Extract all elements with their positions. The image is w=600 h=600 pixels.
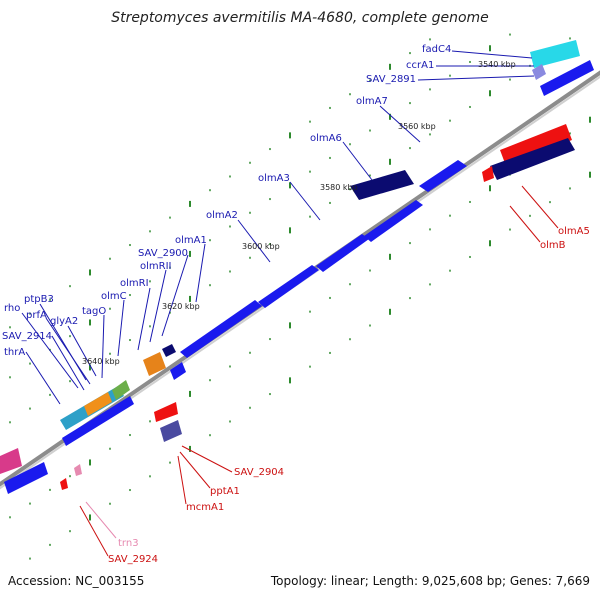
- gene-olmA6-arrow[interactable]: [364, 200, 423, 242]
- gene-left-magenta-block[interactable]: [0, 448, 22, 474]
- leader-olmA5: [521, 185, 559, 229]
- leader-olmC: [117, 299, 125, 357]
- leader-mcmA1: [177, 455, 187, 505]
- gene-left-blue-arrows[interactable]: [4, 462, 48, 494]
- label-sav2904[interactable]: SAV_2904: [234, 467, 284, 478]
- leader-tagO: [101, 314, 105, 379]
- scale-label-3620: 3620 kbp: [162, 302, 200, 311]
- gene-cluster-green-arrow[interactable]: [112, 380, 130, 400]
- label-olmA5[interactable]: olmA5: [558, 226, 590, 237]
- gene-small-dark-block[interactable]: [162, 344, 176, 357]
- leader-fadC4: [451, 50, 533, 59]
- label-rho[interactable]: rho: [4, 303, 20, 314]
- leader-pptA1: [179, 451, 211, 489]
- reverse-gene-labels: olmA5 olmB SAV_2904 pptA1 mcmA1 SAV_2924: [108, 226, 590, 565]
- gene-cluster-orange-arrow[interactable]: [84, 392, 112, 416]
- label-olmC[interactable]: olmC: [101, 291, 127, 302]
- scale-label-3560: 3560 kbp: [398, 122, 436, 131]
- gene-pptA1-block[interactable]: [160, 420, 182, 442]
- leader-olmA1: [195, 243, 206, 303]
- label-ptpB3[interactable]: ptpB3: [24, 294, 54, 305]
- scale-label-3600: 3600 kbp: [242, 242, 280, 251]
- gene-cluster-blue-arrows[interactable]: [62, 396, 134, 446]
- gene-reverse-small-arrow[interactable]: [482, 166, 494, 182]
- gene-sav2904-arrow[interactable]: [154, 402, 178, 422]
- leader-glyA2: [67, 325, 97, 377]
- gene-trn3-arrow[interactable]: [74, 464, 82, 476]
- label-thrA[interactable]: thrA: [4, 347, 25, 358]
- forward-strand-genes: [0, 40, 594, 494]
- leader-olmA6: [342, 141, 373, 181]
- forward-gene-labels: fadC4 ccrA1 SAV_2891 olmA7 olmA6 olmA3 o…: [2, 44, 451, 358]
- trna-labels: trn3: [118, 538, 139, 549]
- leader-sav2914: [51, 335, 85, 391]
- leader-thrA: [25, 351, 61, 405]
- trna-leader-lines: [85, 501, 117, 539]
- leader-sav2904: [181, 445, 233, 473]
- leader-trn3: [85, 501, 117, 539]
- gene-orange-block[interactable]: [143, 352, 166, 376]
- reverse-leader-lines: [79, 185, 559, 557]
- leader-rho: [21, 312, 79, 389]
- gene-olmA7-arrow[interactable]: [419, 160, 467, 192]
- leader-olmA2: [237, 219, 271, 263]
- label-olmRII[interactable]: olmRII: [140, 261, 171, 272]
- label-olmA2[interactable]: olmA2: [206, 210, 238, 221]
- leader-olmA7: [379, 105, 421, 143]
- gene-olmB-arrow[interactable]: [490, 138, 575, 180]
- gene-olmA3-arrow[interactable]: [316, 234, 369, 272]
- leader-prfA: [45, 317, 91, 385]
- gene-olmA1-arrow[interactable]: [180, 300, 262, 358]
- label-sav2914[interactable]: SAV_2914: [2, 331, 52, 342]
- scale-label-3580: 3580 kbp: [320, 183, 358, 192]
- gene-sav2924-arrow[interactable]: [60, 478, 68, 490]
- accession-label: Accession: NC_003155: [8, 574, 145, 588]
- label-olmA6[interactable]: olmA6: [310, 133, 342, 144]
- label-olmA7[interactable]: olmA7: [356, 96, 388, 107]
- label-trn3[interactable]: trn3: [118, 538, 139, 549]
- genome-stats-label: Topology: linear; Length: 9,025,608 bp; …: [270, 574, 590, 588]
- label-glyA2[interactable]: glyA2: [50, 316, 78, 327]
- label-tagO[interactable]: tagO: [82, 306, 106, 317]
- scale-labels: 3540 kbp 3560 kbp 3580 kbp 3600 kbp 3620…: [82, 60, 516, 366]
- label-prfA[interactable]: prfA: [26, 310, 47, 321]
- leader-olmA3: [289, 181, 321, 221]
- reverse-strand-genes: [60, 124, 575, 490]
- label-sav2891[interactable]: SAV_2891: [366, 74, 416, 85]
- gene-top-right-blue-arrows[interactable]: [540, 60, 594, 96]
- scale-label-3540: 3540 kbp: [478, 60, 516, 69]
- leader-olmRI: [137, 287, 151, 351]
- label-olmRI[interactable]: olmRI: [120, 278, 149, 289]
- label-olmB[interactable]: olmB: [540, 240, 566, 251]
- label-ccrA1[interactable]: ccrA1: [406, 60, 434, 71]
- leader-sav2891: [417, 75, 535, 81]
- gene-small-forward-arrow[interactable]: [170, 362, 186, 380]
- figure-title: Streptomyces avermitilis MA-4680, comple…: [111, 10, 489, 26]
- gene-olmA2-arrow[interactable]: [258, 265, 319, 308]
- label-sav2924[interactable]: SAV_2924: [108, 554, 158, 565]
- label-pptA1[interactable]: pptA1: [210, 486, 240, 497]
- leader-sav2924: [79, 505, 109, 557]
- leader-olmB: [509, 205, 541, 243]
- label-fadC4[interactable]: fadC4: [422, 44, 451, 55]
- gene-olmA5-arrow[interactable]: [500, 124, 572, 166]
- label-mcmA1[interactable]: mcmA1: [186, 502, 224, 513]
- label-sav2900[interactable]: SAV_2900: [138, 248, 188, 259]
- gene-dark-forward-arrow[interactable]: [350, 170, 414, 200]
- scale-tick-rows: [9, 33, 591, 560]
- leader-sav2900: [161, 254, 189, 337]
- label-olmA1[interactable]: olmA1: [175, 235, 207, 246]
- gene-ccrA1-block[interactable]: [532, 64, 546, 80]
- scale-label-3640: 3640 kbp: [82, 357, 120, 366]
- forward-leader-lines: [21, 50, 535, 405]
- leader-olmRII: [149, 269, 167, 343]
- label-olmA3[interactable]: olmA3: [258, 173, 290, 184]
- gene-fadC4-block[interactable]: [530, 40, 580, 68]
